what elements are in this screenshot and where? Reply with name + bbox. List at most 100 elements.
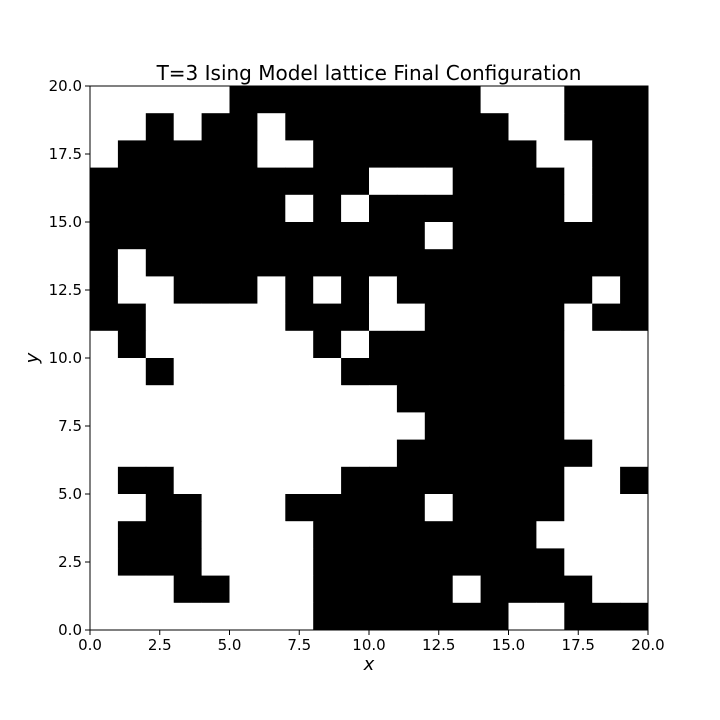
- lattice-cell: [564, 494, 593, 522]
- lattice-cell: [592, 358, 621, 386]
- lattice-cell: [173, 521, 202, 549]
- lattice-cell: [564, 86, 593, 114]
- lattice-cell: [313, 222, 342, 250]
- lattice-cell: [564, 358, 593, 386]
- lattice-cell: [285, 303, 314, 332]
- lattice-cell: [592, 330, 621, 359]
- lattice-cell: [369, 249, 398, 277]
- lattice-cell: [396, 494, 426, 522]
- lattice-cell: [564, 439, 593, 468]
- lattice-cell: [201, 494, 230, 522]
- lattice-cell: [508, 249, 537, 277]
- lattice-cell: [257, 548, 286, 576]
- lattice-cell: [285, 249, 314, 277]
- lattice-cell: [424, 86, 454, 114]
- y-tick-label: 7.5: [58, 417, 82, 435]
- lattice-cell: [201, 140, 230, 168]
- lattice-cell: [592, 249, 621, 277]
- lattice-cell: [341, 412, 370, 440]
- lattice-cell: [173, 494, 202, 522]
- lattice-cell: [424, 466, 454, 495]
- x-tick-label: 2.5: [148, 636, 172, 654]
- lattice-cell: [285, 521, 314, 549]
- lattice-cell: [201, 113, 230, 141]
- lattice-cell: [201, 385, 230, 413]
- lattice-cell: [313, 466, 342, 495]
- x-axis-ticks: 0.0 2.5 5.0 7.5 10.0 12.5 15.0 17.5 20.0: [78, 630, 665, 654]
- lattice-cell: [620, 167, 649, 196]
- lattice-cell: [452, 439, 481, 468]
- lattice-cell: [480, 113, 509, 141]
- lattice-cell: [369, 140, 398, 168]
- lattice-cell: [285, 439, 314, 468]
- lattice-cell: [592, 521, 621, 549]
- lattice-cell: [564, 575, 593, 604]
- lattice-cell: [396, 194, 426, 223]
- lattice-cell: [592, 303, 621, 332]
- lattice-cell: [620, 194, 649, 223]
- lattice-cell: [90, 358, 119, 386]
- lattice-cell: [257, 494, 286, 522]
- lattice-cell: [117, 412, 147, 440]
- lattice-cell: [452, 548, 481, 576]
- lattice-cell: [117, 303, 147, 332]
- lattice-cell: [424, 521, 454, 549]
- lattice-cell: [480, 167, 509, 196]
- y-tick-label: 17.5: [49, 145, 82, 163]
- lattice-cell: [424, 494, 454, 522]
- lattice-cell: [564, 303, 593, 332]
- lattice-cell: [117, 358, 147, 386]
- lattice-cell: [173, 222, 202, 250]
- lattice-cell: [620, 276, 649, 304]
- lattice-cell: [592, 412, 621, 440]
- lattice-cell: [480, 303, 509, 332]
- lattice-cell: [341, 439, 370, 468]
- lattice-cell: [592, 276, 621, 304]
- lattice-cell: [257, 86, 286, 114]
- x-axis-label: x: [363, 654, 375, 675]
- lattice-cell: [480, 276, 509, 304]
- lattice-cell: [369, 167, 398, 196]
- lattice-cell: [229, 140, 258, 168]
- lattice-cell: [173, 276, 202, 304]
- lattice-cell: [201, 412, 230, 440]
- lattice-cell: [90, 494, 119, 522]
- lattice-cell: [424, 276, 454, 304]
- lattice-cell: [313, 113, 342, 141]
- lattice-cell: [173, 385, 202, 413]
- y-tick-label: 2.5: [58, 553, 82, 571]
- lattice-cell: [341, 330, 370, 359]
- lattice-cell: [564, 385, 593, 413]
- lattice-cell: [369, 439, 398, 468]
- lattice-cell: [90, 330, 119, 359]
- lattice-cell: [396, 330, 426, 359]
- lattice-cell: [285, 575, 314, 604]
- lattice-cell: [117, 86, 147, 114]
- lattice-cell: [285, 548, 314, 576]
- lattice-cell: [564, 222, 593, 250]
- lattice-cell: [117, 602, 147, 631]
- lattice-cell: [480, 249, 509, 277]
- lattice-cell: [117, 249, 147, 277]
- lattice-cell: [229, 86, 258, 114]
- lattice-cell: [369, 521, 398, 549]
- lattice-cell: [173, 358, 202, 386]
- lattice-cells: [90, 86, 649, 631]
- lattice-cell: [564, 249, 593, 277]
- lattice-cell: [201, 222, 230, 250]
- y-axis-label: y: [22, 352, 43, 364]
- lattice-cell: [145, 602, 175, 631]
- lattice-cell: [536, 412, 565, 440]
- y-tick-label: 5.0: [58, 485, 82, 503]
- lattice-cell: [480, 521, 509, 549]
- lattice-cell: [396, 412, 426, 440]
- lattice-cell: [257, 303, 286, 332]
- lattice-cell: [480, 412, 509, 440]
- lattice-cell: [341, 494, 370, 522]
- lattice-cell: [285, 466, 314, 495]
- lattice-cell: [424, 222, 454, 250]
- lattice-cell: [536, 385, 565, 413]
- lattice-cell: [257, 412, 286, 440]
- lattice-cell: [201, 466, 230, 495]
- lattice-cell: [480, 330, 509, 359]
